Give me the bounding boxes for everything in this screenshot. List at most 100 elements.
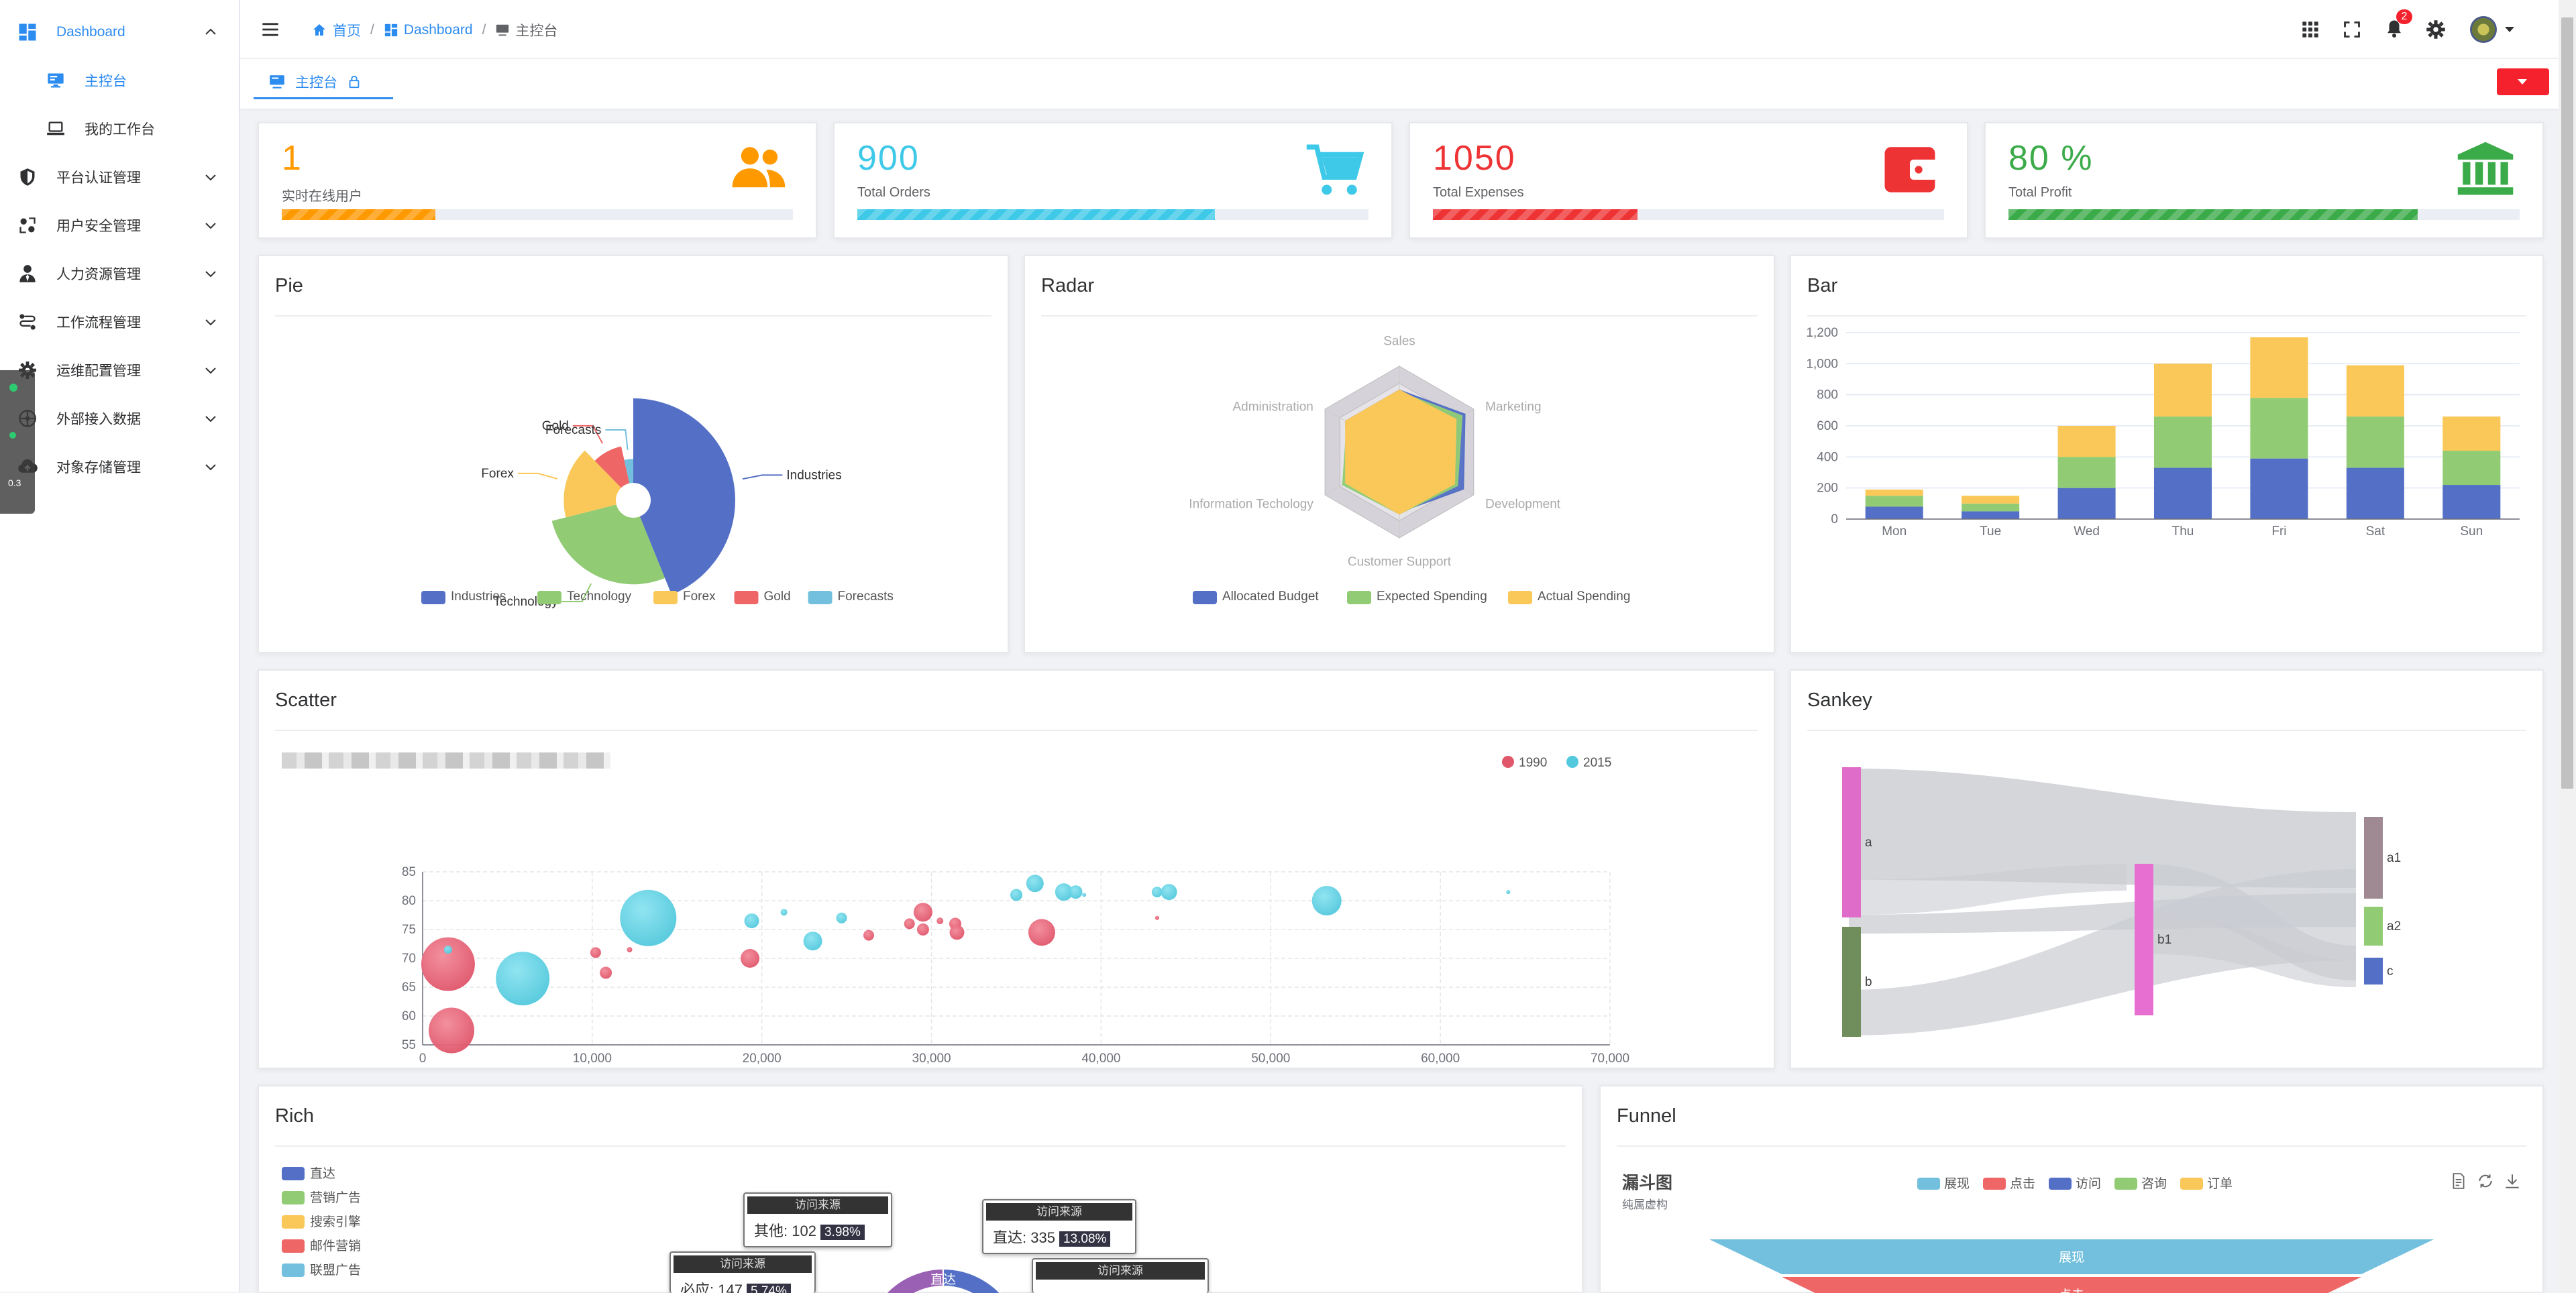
legend-label: 2015: [1583, 756, 1611, 770]
chevron-down-icon: [205, 368, 216, 374]
legend-label: 点击: [2010, 1176, 2035, 1191]
fullscreen-icon[interactable]: [2343, 20, 2361, 39]
legend-swatch: [808, 591, 833, 604]
sidebar-item-user-security[interactable]: 用户安全管理: [0, 205, 239, 245]
divider: [1617, 1145, 2526, 1147]
stat-label: Total Orders: [857, 185, 930, 200]
bar: [2443, 485, 2501, 519]
scatter-point: [443, 946, 452, 954]
radar-indicator-label: Administration: [1232, 400, 1313, 414]
scatter-point: [627, 947, 633, 953]
x-tick-label: 40,000: [1081, 1052, 1120, 1066]
laptop-icon: [44, 117, 67, 140]
bar: [2153, 467, 2212, 519]
floating-monitor-widget[interactable]: 0.3: [0, 370, 35, 514]
scatter-point: [428, 1007, 474, 1054]
breadcrumb-dashboard[interactable]: Dashboard: [403, 22, 473, 38]
chevron-down-icon: [205, 271, 216, 278]
pie-label: Gold: [542, 419, 569, 433]
scatter-point: [600, 966, 612, 979]
funnel-segment: [1709, 1239, 2434, 1274]
pie-chart: IndustriesTechnologyForexGoldForecastsIn…: [421, 398, 894, 609]
page-scrollbar[interactable]: [2559, 0, 2576, 1292]
legend-marker: [1566, 756, 1578, 768]
legend-swatch: [2114, 1178, 2137, 1190]
scatter-point: [590, 947, 601, 958]
x-tick-label: 60,000: [1421, 1052, 1460, 1066]
sidebar-item-label: Dashboard: [56, 24, 125, 40]
chevron-down-icon: [205, 464, 216, 471]
sankey-node: [2364, 907, 2383, 946]
sidebar-item-platform-auth[interactable]: 平台认证管理: [0, 157, 239, 197]
x-tick-label: Thu: [2172, 524, 2194, 539]
top-header: 首页 / Dashboard / 主控台 2: [240, 0, 2559, 59]
bar-chart: 0 200 400 600 800 1,000 1,200 Mon Tue Wed Thu Fri Sa…: [1806, 326, 2520, 539]
tabs-bar: 主控台: [240, 59, 2559, 109]
bar: [2346, 467, 2404, 519]
tooltip-label: 直达:: [993, 1229, 1027, 1246]
bar: [1962, 496, 2020, 504]
sankey-link: [2141, 864, 2356, 980]
menu-toggle-icon[interactable]: [260, 20, 280, 39]
bar: [2346, 416, 2404, 468]
scrollbar-thumb[interactable]: [2561, 17, 2573, 789]
y-tick-label: 200: [1817, 482, 1838, 496]
restore-icon[interactable]: [2477, 1172, 2494, 1190]
x-tick-label: 30,000: [912, 1052, 951, 1066]
sidebar-item-label: 外部接入数据: [56, 412, 141, 427]
people-icon: [732, 147, 786, 188]
breadcrumb-home[interactable]: 首页: [333, 23, 361, 39]
y-tick-label: 70: [402, 952, 416, 966]
tooltip-percent: 13.08%: [1059, 1231, 1111, 1247]
scatter-point: [620, 889, 677, 946]
y-tick-label: 85: [402, 865, 416, 879]
sidebar-item-workflow[interactable]: 工作流程管理: [0, 302, 239, 342]
user-avatar[interactable]: [2470, 16, 2497, 43]
divider: [275, 1145, 1566, 1147]
sidebar-item-my-workbench[interactable]: 我的工作台: [0, 109, 239, 149]
notification-bell[interactable]: 2: [2384, 9, 2412, 42]
sankey-link: [1849, 864, 2127, 915]
download-icon[interactable]: [2504, 1172, 2521, 1190]
bar: [2346, 365, 2404, 417]
tooltip-percent: 5.74%: [746, 1284, 791, 1293]
legend-label: 展现: [1944, 1177, 1970, 1191]
sidebar-item-dashboard[interactable]: Dashboard: [0, 12, 239, 52]
sankey-node-label: b1: [2157, 933, 2171, 947]
sidebar-item-ops-config[interactable]: 运维配置管理: [0, 350, 239, 390]
apps-grid-icon[interactable]: [2301, 20, 2320, 39]
legend-swatch: [282, 1263, 305, 1277]
card-title: Radar: [1041, 275, 1094, 296]
legend-label: 咨询: [2141, 1176, 2167, 1191]
stat-value: 900: [857, 139, 920, 178]
pie-label-line: [605, 429, 629, 450]
y-tick-label: 65: [402, 980, 416, 995]
tooltip-bing: 访问来源 必应: 147 5.74%: [669, 1251, 816, 1293]
x-tick-label: Sat: [2366, 524, 2385, 539]
stat-progress: [857, 209, 1368, 220]
data-view-icon[interactable]: [2450, 1172, 2467, 1190]
card-title: Sankey: [1807, 689, 1872, 711]
settings-gear-icon[interactable]: [2426, 19, 2446, 40]
scatter-point: [1151, 887, 1163, 898]
scatter-point: [1069, 885, 1083, 899]
chevron-down-icon: [205, 223, 216, 229]
sidebar-item-object-storage[interactable]: 对象存储管理: [0, 447, 239, 487]
legend-swatch: [282, 1167, 305, 1180]
wallet-icon: [1884, 147, 1938, 192]
tabs-dropdown-button[interactable]: [2497, 68, 2549, 95]
pie-slice: [551, 504, 665, 585]
divider: [1041, 315, 1758, 317]
monitor-icon: [44, 69, 67, 92]
caret-down-icon[interactable]: [2504, 25, 2516, 34]
sidebar-item-main-console[interactable]: 主控台: [0, 60, 239, 101]
legend-label: Gold: [764, 589, 791, 604]
tab-main-console[interactable]: 主控台: [254, 66, 393, 99]
divider: [275, 315, 991, 317]
scatter-point: [1161, 884, 1177, 901]
rich-outer-slice: [943, 1268, 1002, 1293]
sidebar-item-external-data[interactable]: 外部接入数据: [0, 398, 239, 439]
legend-swatch: [2049, 1178, 2072, 1190]
breadcrumb-separator: /: [482, 22, 486, 38]
sidebar-item-hr[interactable]: 人力资源管理: [0, 254, 239, 294]
